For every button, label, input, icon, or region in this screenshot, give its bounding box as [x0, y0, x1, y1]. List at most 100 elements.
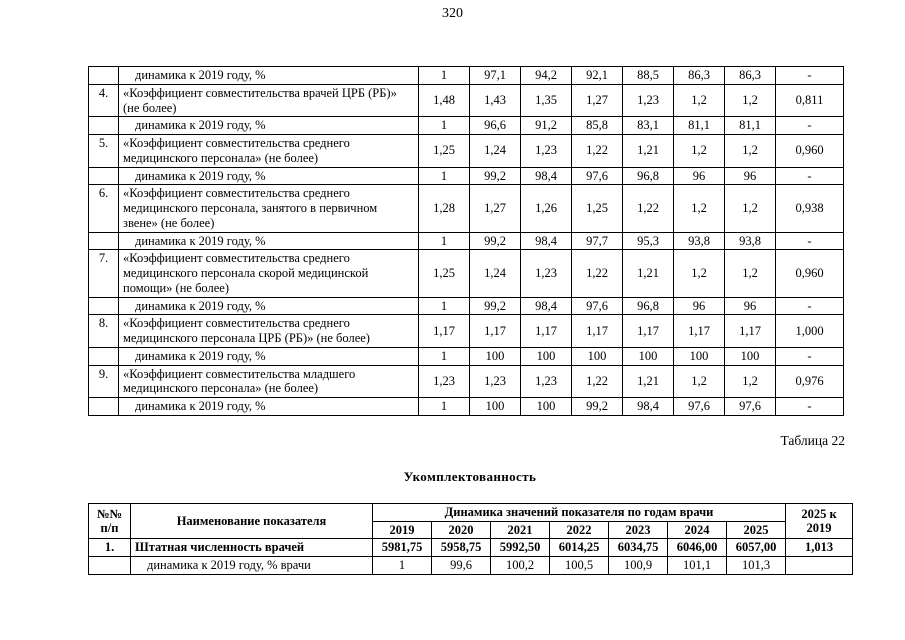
header-year-cell: 2023 [608, 520, 668, 540]
table-row: динамика к 2019 году, % 1 100 100 100 100 100 1… [88, 346, 844, 366]
value-cell: 0,960 [775, 249, 844, 298]
value-cell: 92,1 [571, 66, 623, 85]
value-cell: 1,48 [418, 83, 470, 118]
value-cell: 85,8 [571, 116, 623, 135]
value-cell: 96 [724, 166, 776, 186]
indicator-name-cell: «Коэффициент совместительства младшего м… [118, 364, 419, 398]
value-cell: 1,23 [418, 364, 470, 398]
value-cell: 93,8 [673, 231, 725, 251]
row-number-cell: 7. [88, 249, 119, 298]
value-cell: 96 [673, 166, 725, 186]
value-cell: 1,17 [418, 314, 470, 348]
value-cell: 0,938 [775, 184, 844, 233]
value-cell: 100 [673, 346, 725, 366]
value-cell: 98,4 [520, 296, 572, 316]
row-number-cell [88, 116, 119, 135]
table-row: 7. «Коэффициент совместительства среднего… [88, 249, 844, 298]
value-cell: 100 [520, 346, 572, 366]
value-cell: 96,8 [622, 166, 674, 186]
value-cell: 91,2 [520, 116, 572, 135]
value-cell: - [775, 231, 844, 251]
value-cell: 99,2 [469, 166, 521, 186]
value-cell: - [775, 296, 844, 316]
value-cell: 0,811 [775, 83, 844, 118]
indicator-name-cell: динамика к 2019 году, % [118, 66, 419, 85]
value-cell: 1,22 [571, 134, 623, 168]
indicator-name-cell: «Коэффициент совместительства врачей ЦРБ… [118, 83, 419, 118]
value-cell: 1,25 [571, 184, 623, 233]
header-row-top: №№ п/п Наименование показателя Динамика … [88, 502, 854, 540]
header-row-years: 2019 2020 2021 2022 2023 2024 2025 [89, 520, 853, 540]
value-cell: 1 [372, 556, 432, 575]
table-row: 5. «Коэффициент совместительства среднего… [88, 134, 844, 168]
value-cell: 1 [418, 346, 470, 366]
value-cell: 101,1 [667, 556, 727, 575]
value-cell: 1,2 [724, 134, 776, 168]
row-number-cell [88, 556, 131, 575]
value-cell: 1 [418, 116, 470, 135]
page-content: динамика к 2019 году, % 1 97,1 94,2 92,1 88,5… [88, 66, 905, 575]
row-number-cell: 1. [88, 538, 131, 557]
header-year-cell: 2019 [372, 520, 432, 540]
value-cell: 99,2 [571, 397, 623, 416]
table-row: динамика к 2019 году, % 1 97,1 94,2 92,1 88,5… [88, 66, 844, 85]
header-cell-name: Наименование показателя [130, 502, 373, 540]
staffing-table-body: 1. Штатная численность врачей 5981,75 5958,… [88, 538, 854, 575]
value-cell: 1,22 [571, 364, 623, 398]
value-cell: 1,23 [520, 364, 572, 398]
value-cell: 1,25 [418, 249, 470, 298]
value-cell: - [775, 116, 844, 135]
header-year-cell: 2022 [549, 520, 609, 540]
value-cell: 100,9 [608, 556, 668, 575]
header-year-cell: 2025 [725, 520, 787, 540]
page-number: 320 [442, 6, 463, 21]
indicator-name-cell: динамика к 2019 году, % [118, 116, 419, 135]
value-cell: 86,3 [673, 66, 725, 85]
indicator-name-cell: «Коэффициент совместительства среднего м… [118, 184, 419, 233]
value-cell: 96,6 [469, 116, 521, 135]
table-caption: Таблица 22 [780, 432, 846, 448]
value-cell: 1,23 [520, 134, 572, 168]
section-title: Укомплектованность [403, 468, 537, 484]
indicator-name-cell: «Коэффициент совместительства среднего м… [118, 314, 419, 348]
value-cell: 1,23 [622, 83, 674, 118]
value-cell: 98,4 [622, 397, 674, 416]
row-number-cell [88, 231, 119, 251]
value-cell: 81,1 [673, 116, 725, 135]
coefficients-table-body: динамика к 2019 году, % 1 97,1 94,2 92,1 88,5… [88, 66, 844, 416]
value-cell: 100 [469, 397, 521, 416]
table-row: 9. «Коэффициент совместительства младшего… [88, 364, 844, 398]
value-cell: 88,5 [622, 66, 674, 85]
value-cell: - [775, 397, 844, 416]
value-cell: 1,24 [469, 134, 521, 168]
coefficients-table: динамика к 2019 году, % 1 97,1 94,2 92,1 88,5… [88, 66, 844, 416]
header-year-cell: 2024 [667, 520, 727, 540]
value-cell: 1,43 [469, 83, 521, 118]
value-cell: 1,17 [571, 314, 623, 348]
value-cell: 99,2 [469, 231, 521, 251]
value-cell: 6046,00 [667, 538, 727, 557]
value-cell: 101,3 [725, 556, 787, 575]
value-cell: 1,25 [418, 134, 470, 168]
value-cell: 1 [418, 231, 470, 251]
value-cell: 5958,75 [431, 538, 491, 557]
value-cell: 94,2 [520, 66, 572, 85]
value-cell: 97,6 [673, 397, 725, 416]
value-cell: 1,22 [622, 184, 674, 233]
indicator-name-cell: динамика к 2019 году, % [118, 346, 419, 366]
value-cell: 1,2 [724, 364, 776, 398]
value-cell: 98,4 [520, 231, 572, 251]
row-number-cell [88, 346, 119, 366]
value-cell: 1,22 [571, 249, 623, 298]
value-cell: 1,17 [520, 314, 572, 348]
value-cell: 97,6 [571, 166, 623, 186]
value-cell: 1,28 [418, 184, 470, 233]
value-cell: 1,2 [673, 184, 725, 233]
value-cell: 1,2 [724, 249, 776, 298]
table-row: динамика к 2019 году, % 1 96,6 91,2 85,8 83,1… [88, 116, 844, 135]
table-row: 6. «Коэффициент совместительства среднего… [88, 184, 844, 233]
value-cell: 97,6 [724, 397, 776, 416]
value-cell: 96,8 [622, 296, 674, 316]
staffing-table-header: №№ п/п Наименование показателя Динамика … [88, 502, 854, 540]
row-number-cell [88, 296, 119, 316]
